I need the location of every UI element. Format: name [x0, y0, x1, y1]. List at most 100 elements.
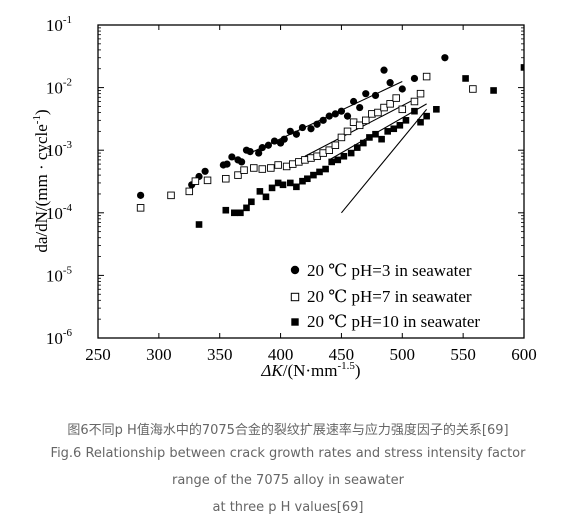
legend-label-ph10: 20 ℃ pH=10 in seawater	[307, 312, 480, 331]
data-point-ph3	[201, 167, 209, 175]
legend-marker-ph7	[290, 292, 300, 302]
data-point-ph3	[337, 107, 346, 115]
legend-marker-ph3	[290, 265, 300, 275]
data-point-ph10	[417, 118, 424, 126]
data-point-ph10	[520, 64, 524, 71]
trend-line	[341, 108, 428, 214]
y-tick-label: 10-2	[46, 77, 72, 98]
x-tick-label: 550	[450, 345, 476, 364]
data-point-ph10	[299, 177, 306, 185]
data-point-ph7	[392, 94, 400, 102]
data-point-ph7	[398, 105, 407, 114]
data-point-ph3	[270, 137, 279, 145]
data-point-ph3	[258, 144, 266, 152]
data-point-ph7	[313, 152, 321, 161]
data-point-ph3	[223, 160, 231, 168]
data-point-ph10	[293, 183, 300, 191]
y-tick-label: 10-1	[46, 14, 72, 35]
data-point-ph3	[386, 79, 394, 87]
data-point-ph7	[422, 72, 431, 81]
data-point-ph10	[279, 181, 287, 189]
data-point-ph3	[246, 147, 254, 156]
legend-label-ph7: 20 ℃ pH=7 in seawater	[307, 287, 472, 306]
data-point-ph7	[234, 171, 242, 179]
data-point-ph3	[264, 141, 272, 149]
data-point-ph7	[374, 108, 382, 117]
data-point-ph10	[322, 165, 329, 173]
data-point-ph10	[256, 188, 264, 195]
data-point-ph7	[185, 187, 194, 196]
data-point-ph7	[380, 103, 388, 112]
data-point-ph7	[250, 164, 258, 172]
data-point-ph10	[396, 121, 404, 129]
data-point-ph7	[319, 149, 327, 157]
y-axis-label: da/dN/(mm · cycle-1)	[31, 109, 51, 252]
data-point-ph7	[368, 110, 376, 118]
data-point-ph10	[423, 112, 430, 120]
data-point-ph10	[462, 75, 469, 82]
x-axis-ticks: 250 300 350 400 450 500 550 600	[85, 25, 537, 364]
data-point-ph7	[337, 133, 346, 142]
data-point-ph7	[325, 146, 334, 154]
data-point-ph3	[380, 66, 388, 74]
data-point-ph10	[372, 130, 379, 138]
x-tick-label: 300	[146, 345, 172, 364]
data-point-ph7	[282, 162, 291, 171]
data-point-ph10	[287, 179, 294, 187]
data-point-ph7	[288, 160, 297, 168]
data-point-ph10	[268, 184, 276, 192]
data-point-ph3	[286, 127, 294, 135]
x-tick-label: 350	[207, 345, 233, 364]
data-point-ph3	[362, 90, 370, 98]
data-point-ph3	[255, 149, 263, 157]
data-point-ph7	[416, 89, 425, 98]
data-point-ph10	[366, 134, 373, 141]
data-point-ph3	[313, 120, 321, 128]
legend: 20 ℃ pH=3 in seawater 20 ℃ pH=7 in seawa…	[290, 261, 480, 331]
data-point-ph10	[433, 106, 440, 113]
data-point-ph3	[280, 135, 288, 143]
data-point-ph3	[319, 116, 327, 124]
data-point-ph3	[238, 158, 246, 166]
data-point-ph10	[402, 117, 410, 124]
y-axis-ticks: 10-6 10-5 10-4 10-3 10-2 10-1	[46, 14, 524, 348]
data-point-ph10	[248, 198, 255, 206]
legend-label-ph3: 20 ℃ pH=3 in seawater	[307, 261, 472, 280]
data-point-ph3	[307, 125, 315, 133]
data-point-ph7	[240, 166, 248, 174]
data-point-ph3	[325, 112, 333, 120]
data-point-ph3	[228, 153, 236, 161]
data-point-ph7	[469, 85, 477, 93]
data-point-ph7	[307, 154, 315, 162]
data-point-ph10	[328, 158, 335, 166]
data-point-ph3	[441, 54, 449, 62]
figure-caption-cn: 图6不同p H值海水中的7075合金的裂纹扩展速率与应力强度因子的关系[69]	[67, 423, 509, 438]
data-point-ph10	[316, 168, 323, 176]
data-point-ph10	[274, 179, 282, 187]
x-tick-label: 600	[511, 345, 537, 364]
figure-caption-en-line3: at three p H values[69]	[212, 500, 364, 515]
data-point-ph7	[386, 100, 394, 108]
data-point-ph3	[410, 74, 419, 83]
data-point-ph7	[301, 156, 309, 164]
data-point-ph7	[203, 176, 212, 185]
x-tick-label: 400	[268, 345, 294, 364]
x-tick-label: 500	[390, 345, 416, 364]
data-point-ph10	[334, 156, 342, 164]
data-point-ph3	[331, 110, 339, 118]
data-point-ph3	[343, 112, 352, 120]
y-tick-label: 10-6	[46, 327, 73, 348]
data-point-ph10	[353, 144, 361, 151]
data-point-ph10	[390, 125, 398, 133]
data-point-ph7	[274, 161, 282, 169]
data-point-ph10	[310, 171, 317, 179]
data-point-ph10	[347, 149, 355, 157]
data-point-ph10	[262, 193, 270, 201]
data-point-ph3	[350, 97, 358, 106]
data-point-ph10	[237, 209, 244, 217]
data-point-ph7	[362, 116, 370, 125]
plot-frame	[97, 24, 525, 339]
data-point-ph10	[384, 128, 391, 135]
data-point-ph3	[292, 130, 300, 138]
data-point-ph10	[360, 139, 367, 147]
